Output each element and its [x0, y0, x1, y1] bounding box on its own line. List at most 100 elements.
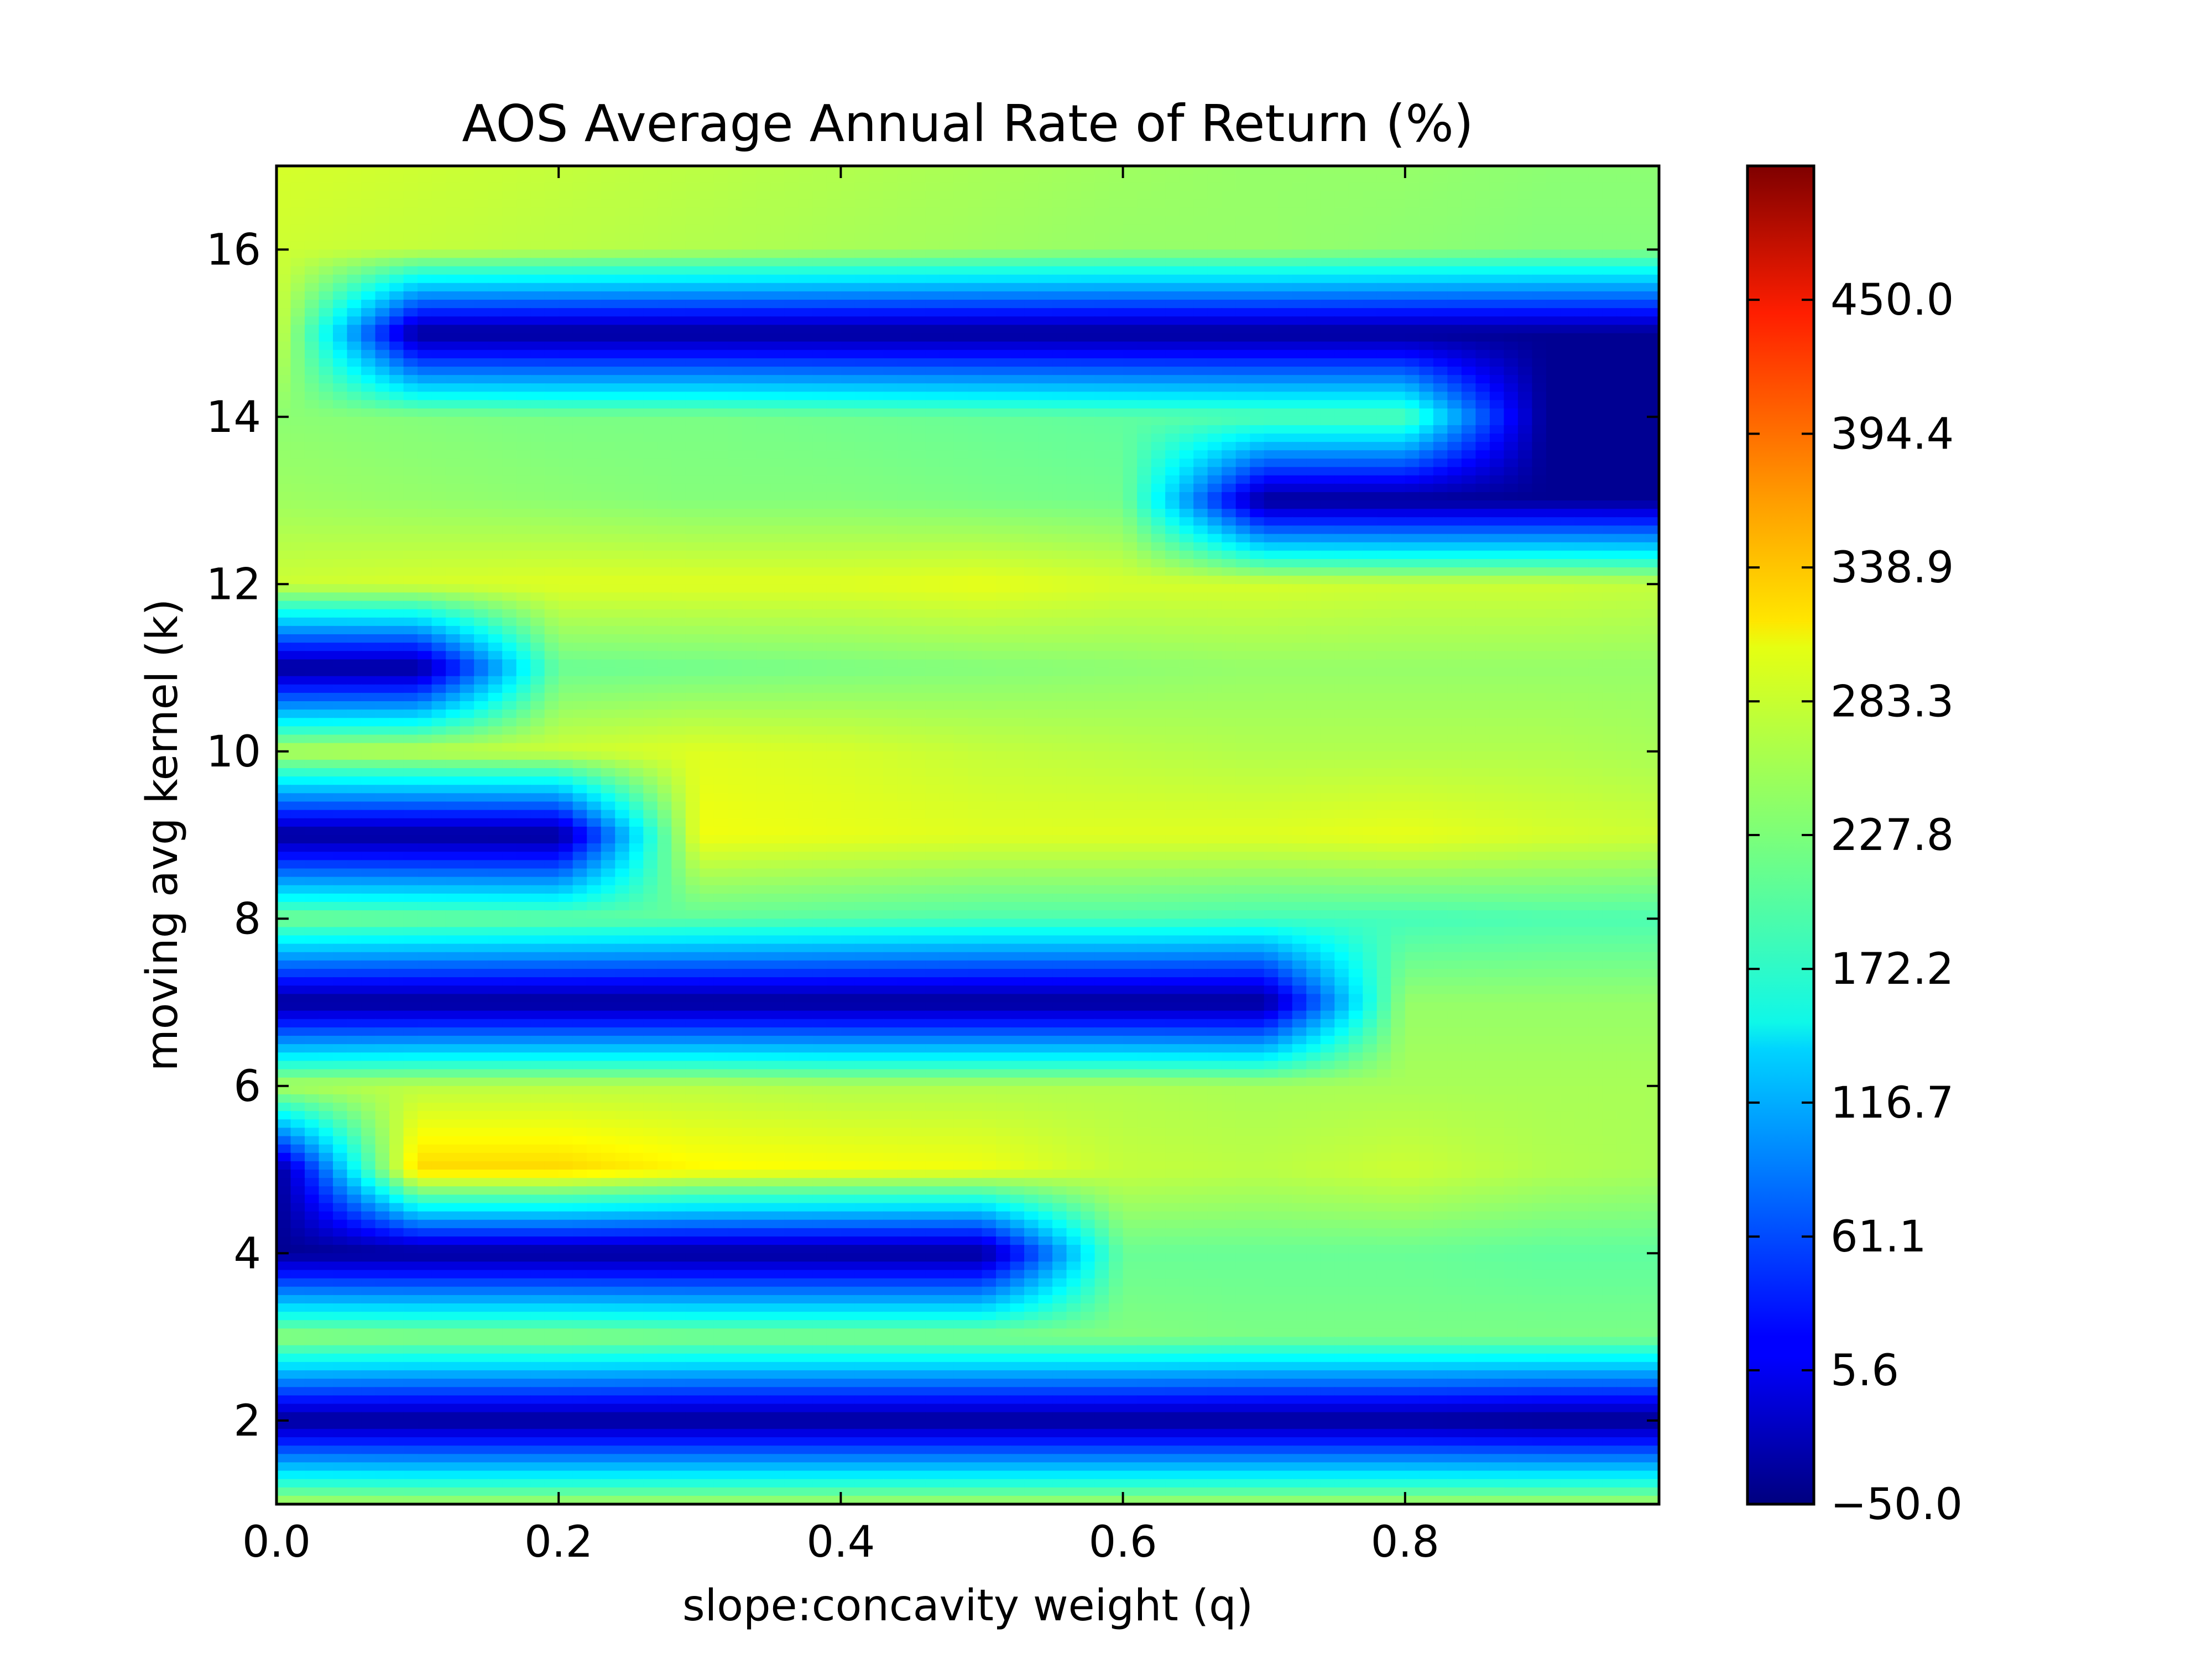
- heatmap-cell: [530, 174, 545, 183]
- heatmap-cell: [1603, 249, 1617, 258]
- heatmap-cell: [1236, 208, 1250, 217]
- heatmap-cell: [333, 542, 347, 551]
- heatmap-cell: [1137, 542, 1151, 551]
- heatmap-cell: [587, 249, 601, 258]
- heatmap-cell: [517, 450, 531, 459]
- heatmap-cell: [1321, 525, 1335, 534]
- heatmap-cell: [333, 316, 347, 325]
- heatmap-cell: [601, 241, 615, 250]
- heatmap-cell: [1109, 174, 1123, 183]
- heatmap-cell: [1490, 458, 1504, 467]
- heatmap-cell: [869, 392, 883, 400]
- heatmap-cell: [319, 267, 333, 275]
- heatmap-cell: [1095, 225, 1109, 233]
- heatmap-cell: [1616, 525, 1631, 534]
- heatmap-cell: [517, 233, 531, 242]
- heatmap-cell: [446, 534, 460, 543]
- heatmap-cell: [940, 517, 954, 526]
- heatmap-cell: [1462, 249, 1476, 258]
- heatmap-cell: [1518, 434, 1532, 442]
- heatmap-cell: [1546, 417, 1561, 426]
- heatmap-cell: [714, 233, 728, 242]
- heatmap-cell: [1081, 559, 1095, 568]
- heatmap-cell: [1462, 383, 1476, 392]
- heatmap-cell: [1560, 392, 1574, 400]
- heatmap-cell: [418, 350, 432, 359]
- heatmap-cell: [1039, 308, 1053, 317]
- heatmap-cell: [1109, 509, 1123, 518]
- heatmap-cell: [1180, 291, 1194, 300]
- heatmap-cell: [1405, 476, 1420, 484]
- heatmap-cell: [1123, 333, 1138, 342]
- heatmap-cell: [545, 576, 559, 585]
- heatmap-cell: [1321, 484, 1335, 493]
- heatmap-cell: [671, 291, 686, 300]
- heatmap-cell: [460, 417, 474, 426]
- heatmap-cell: [319, 200, 333, 208]
- heatmap-cell: [573, 316, 587, 325]
- heatmap-cell: [784, 258, 799, 267]
- heatmap-cell: [347, 275, 362, 284]
- heatmap-cell: [573, 182, 587, 191]
- heatmap-cell: [841, 425, 855, 434]
- heatmap-cell: [812, 316, 827, 325]
- heatmap-cell: [784, 525, 799, 534]
- heatmap-cell: [1475, 434, 1490, 442]
- heatmap-cell: [474, 200, 488, 208]
- heatmap-cell: [1546, 333, 1561, 342]
- heatmap-cell: [347, 358, 362, 367]
- heatmap-cell: [502, 525, 517, 534]
- heatmap-cell: [953, 584, 968, 593]
- heatmap-cell: [1024, 467, 1039, 476]
- heatmap-cell: [1490, 551, 1504, 560]
- heatmap-cell: [869, 316, 883, 325]
- heatmap-cell: [756, 300, 770, 309]
- heatmap-cell: [1475, 509, 1490, 518]
- heatmap-cell: [1419, 191, 1433, 200]
- heatmap-cell: [291, 434, 305, 442]
- heatmap-cell: [925, 559, 940, 568]
- heatmap-cell: [404, 500, 418, 509]
- heatmap-cell: [1363, 458, 1377, 467]
- heatmap-cell: [897, 383, 911, 392]
- heatmap-cell: [1264, 358, 1279, 367]
- heatmap-cell: [784, 241, 799, 250]
- heatmap-cell: [1504, 417, 1518, 426]
- heatmap-cell: [770, 434, 785, 442]
- heatmap-cell: [1278, 476, 1292, 484]
- heatmap-cell: [347, 375, 362, 384]
- heatmap-cell: [1363, 476, 1377, 484]
- heatmap-cell: [1334, 509, 1349, 518]
- heatmap-cell: [1391, 358, 1405, 367]
- heatmap-cell: [658, 350, 672, 359]
- heatmap-cell: [1475, 534, 1490, 543]
- heatmap-cell: [1193, 225, 1208, 233]
- heatmap-cell: [1180, 467, 1194, 476]
- heatmap-cell: [1462, 208, 1476, 217]
- heatmap-cell: [276, 300, 291, 309]
- heatmap-cell: [1321, 500, 1335, 509]
- heatmap-cell: [897, 517, 911, 526]
- heatmap-cell: [671, 542, 686, 551]
- heatmap-cell: [587, 174, 601, 183]
- heatmap-cell: [446, 233, 460, 242]
- heatmap-cell: [559, 476, 573, 484]
- heatmap-cell: [1039, 492, 1053, 501]
- heatmap-cell: [629, 225, 644, 233]
- heatmap-cell: [446, 283, 460, 292]
- heatmap-cell: [1616, 182, 1631, 191]
- heatmap-cell: [1236, 216, 1250, 225]
- heatmap-cell: [502, 182, 517, 191]
- heatmap-cell: [1024, 383, 1039, 392]
- heatmap-cell: [601, 200, 615, 208]
- heatmap-cell: [1306, 559, 1321, 568]
- heatmap-cell: [827, 375, 841, 384]
- heatmap-cell: [1024, 576, 1039, 585]
- heatmap-cell: [1616, 249, 1631, 258]
- heatmap-cell: [1349, 174, 1363, 183]
- heatmap-cell: [686, 425, 700, 434]
- heatmap-cell: [1306, 333, 1321, 342]
- heatmap-cell: [714, 517, 728, 526]
- heatmap-cell: [897, 291, 911, 300]
- heatmap-cell: [1419, 559, 1433, 568]
